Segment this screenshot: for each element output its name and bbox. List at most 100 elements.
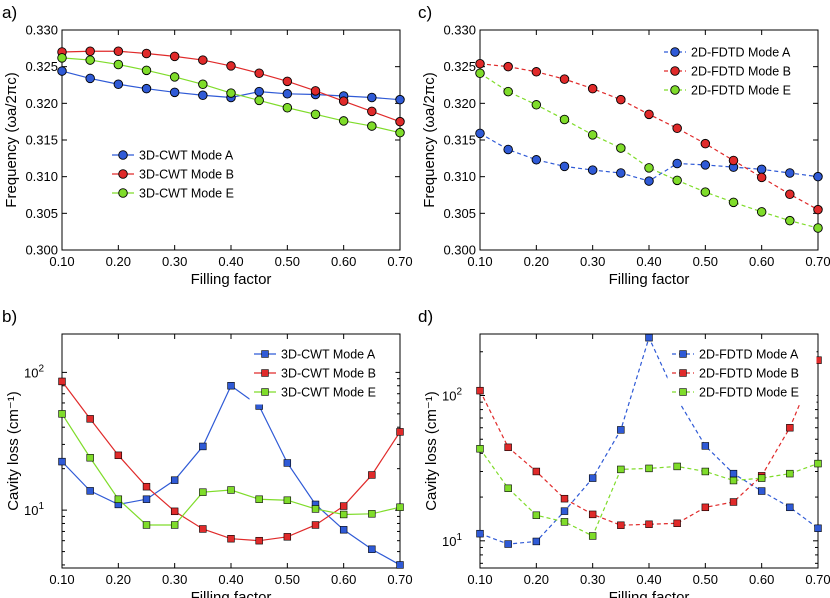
data-point	[701, 503, 710, 512]
data-point	[504, 484, 512, 492]
x-axis: 0.10 0.20 0.30 0.40 0.50 0.60 0.70	[49, 334, 413, 587]
data-point	[616, 143, 626, 153]
data-point	[616, 94, 626, 105]
legend-label: 3D-CWT Mode B	[281, 367, 376, 381]
data-point	[700, 187, 711, 197]
legend-marker	[261, 369, 269, 377]
data-point	[644, 109, 654, 120]
data-point	[368, 510, 376, 518]
data-point	[85, 46, 95, 57]
data-point	[114, 451, 123, 460]
x-tick-label: 0.40	[636, 572, 661, 587]
x-tick-label: 0.50	[275, 254, 300, 269]
data-point	[785, 215, 795, 226]
legend-marker	[679, 350, 687, 358]
legend-label: 2D-FDTD Mode B	[699, 367, 799, 381]
data-point	[503, 86, 513, 97]
legend-label: 3D-CWT Mode B	[139, 168, 234, 182]
data-point	[282, 76, 293, 87]
legend-label: 2D-FDTD Mode E	[691, 84, 791, 98]
data-point	[86, 487, 94, 495]
data-point	[310, 86, 321, 96]
y-tick-label: 101	[24, 501, 44, 518]
data-point	[559, 74, 570, 84]
x-tick-label: 0.60	[749, 572, 774, 587]
data-point	[198, 79, 208, 90]
legend-marker	[118, 150, 128, 160]
data-point	[142, 521, 151, 529]
series-line	[479, 132, 819, 182]
y-tick-label: 0.315	[443, 133, 476, 148]
panel-label: a)	[2, 3, 17, 22]
data-point	[58, 457, 66, 466]
data-point	[169, 72, 180, 82]
data-point	[672, 123, 682, 134]
data-point	[86, 415, 94, 423]
legend-item: 3D-CWT Mode A	[254, 348, 376, 362]
data-point	[476, 445, 484, 453]
data-point	[559, 161, 570, 172]
legend-marker	[679, 369, 687, 377]
chart-panel-b: b) 0.10 0.20 0.30 0.40 0.50 0.60 0.70 101 102 Fill…	[2, 307, 413, 598]
series-group	[58, 377, 404, 569]
data-point	[813, 171, 823, 182]
series-group	[475, 58, 823, 233]
data-point	[283, 496, 292, 504]
x-tick-label: 0.50	[693, 572, 718, 587]
data-point	[395, 116, 405, 127]
y-axis-label: Frequency (ωa/2πc)	[3, 72, 20, 207]
data-point	[559, 114, 570, 125]
data-point	[729, 476, 738, 485]
legend-marker	[118, 188, 128, 198]
data-point	[503, 144, 513, 155]
data-point	[587, 165, 598, 175]
y-tick-label: 0.310	[443, 169, 476, 184]
data-point	[198, 55, 208, 65]
data-point	[254, 86, 264, 97]
data-point	[255, 536, 263, 545]
panel-label: c)	[418, 3, 432, 22]
data-point	[367, 92, 377, 103]
x-axis-label: Filling factor	[609, 589, 690, 598]
data-point	[199, 525, 207, 533]
panel-label: d)	[418, 307, 433, 326]
data-point	[169, 87, 180, 98]
legend-item: 2D-FDTD Mode B	[672, 367, 799, 381]
legend: 2D-FDTD Mode A 2D-FDTD Mode B 2D-FDTD Mode…	[659, 41, 813, 103]
legend-marker	[118, 169, 128, 179]
data-point	[756, 207, 767, 217]
data-point	[786, 503, 794, 512]
legend-item: 2D-FDTD Mode E	[664, 84, 791, 98]
y-tick-label: 0.315	[25, 133, 58, 148]
data-point	[85, 73, 95, 84]
y-axis: 101 102	[24, 363, 400, 566]
data-point	[141, 48, 152, 59]
data-point	[367, 121, 377, 131]
data-point	[476, 529, 484, 538]
x-tick-label: 0.10	[49, 572, 74, 587]
data-point	[729, 498, 738, 506]
data-point	[339, 510, 348, 519]
series-group	[476, 333, 822, 548]
y-tick-label: 0.325	[25, 59, 58, 74]
data-point	[617, 465, 625, 474]
data-point	[254, 95, 264, 106]
legend-box	[667, 343, 817, 405]
legend-marker	[261, 388, 269, 396]
data-point	[227, 486, 235, 494]
x-tick-label: 0.70	[387, 254, 412, 269]
data-point	[199, 488, 207, 496]
data-point	[701, 442, 710, 450]
y-tick-label: 0.320	[25, 96, 58, 111]
x-tick-label: 0.50	[693, 254, 718, 269]
legend-item: 2D-FDTD Mode A	[664, 46, 791, 60]
data-point	[311, 521, 320, 529]
legend-label: 2D-FDTD Mode B	[691, 65, 791, 79]
data-point	[57, 66, 67, 76]
data-point	[255, 495, 263, 503]
data-point	[114, 495, 123, 503]
data-point	[531, 67, 542, 77]
chart-panel-d: d) 0.10 0.20 0.30 0.40 0.50 0.60 0.70 101 102 Fill…	[418, 307, 830, 598]
data-point	[504, 443, 512, 452]
